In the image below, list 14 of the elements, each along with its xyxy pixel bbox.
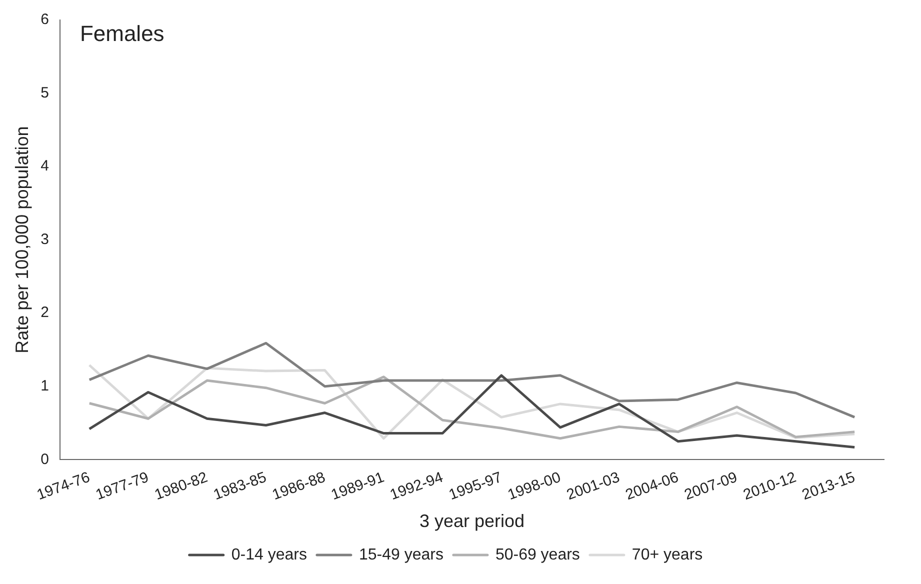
x-axis-title: 3 year period (419, 511, 525, 532)
y-tick-label: 3 (40, 230, 49, 248)
y-tick-label: 0 (40, 450, 49, 468)
chart-title: Females (80, 21, 164, 46)
y-tick-label: 4 (40, 158, 49, 175)
y-tick-label: 5 (40, 84, 49, 102)
y-tick-label: 2 (40, 304, 49, 322)
y-tick-label: 1 (40, 378, 49, 395)
legend-label: 15-49 years (358, 546, 444, 564)
legend-label: 50-69 years (495, 546, 580, 564)
y-axis-title: Rate per 100,000 population (12, 126, 32, 354)
legend-label: 70+ years (632, 546, 703, 564)
legend-label: 0-14 years (231, 546, 307, 564)
y-tick-label: 6 (40, 11, 49, 28)
